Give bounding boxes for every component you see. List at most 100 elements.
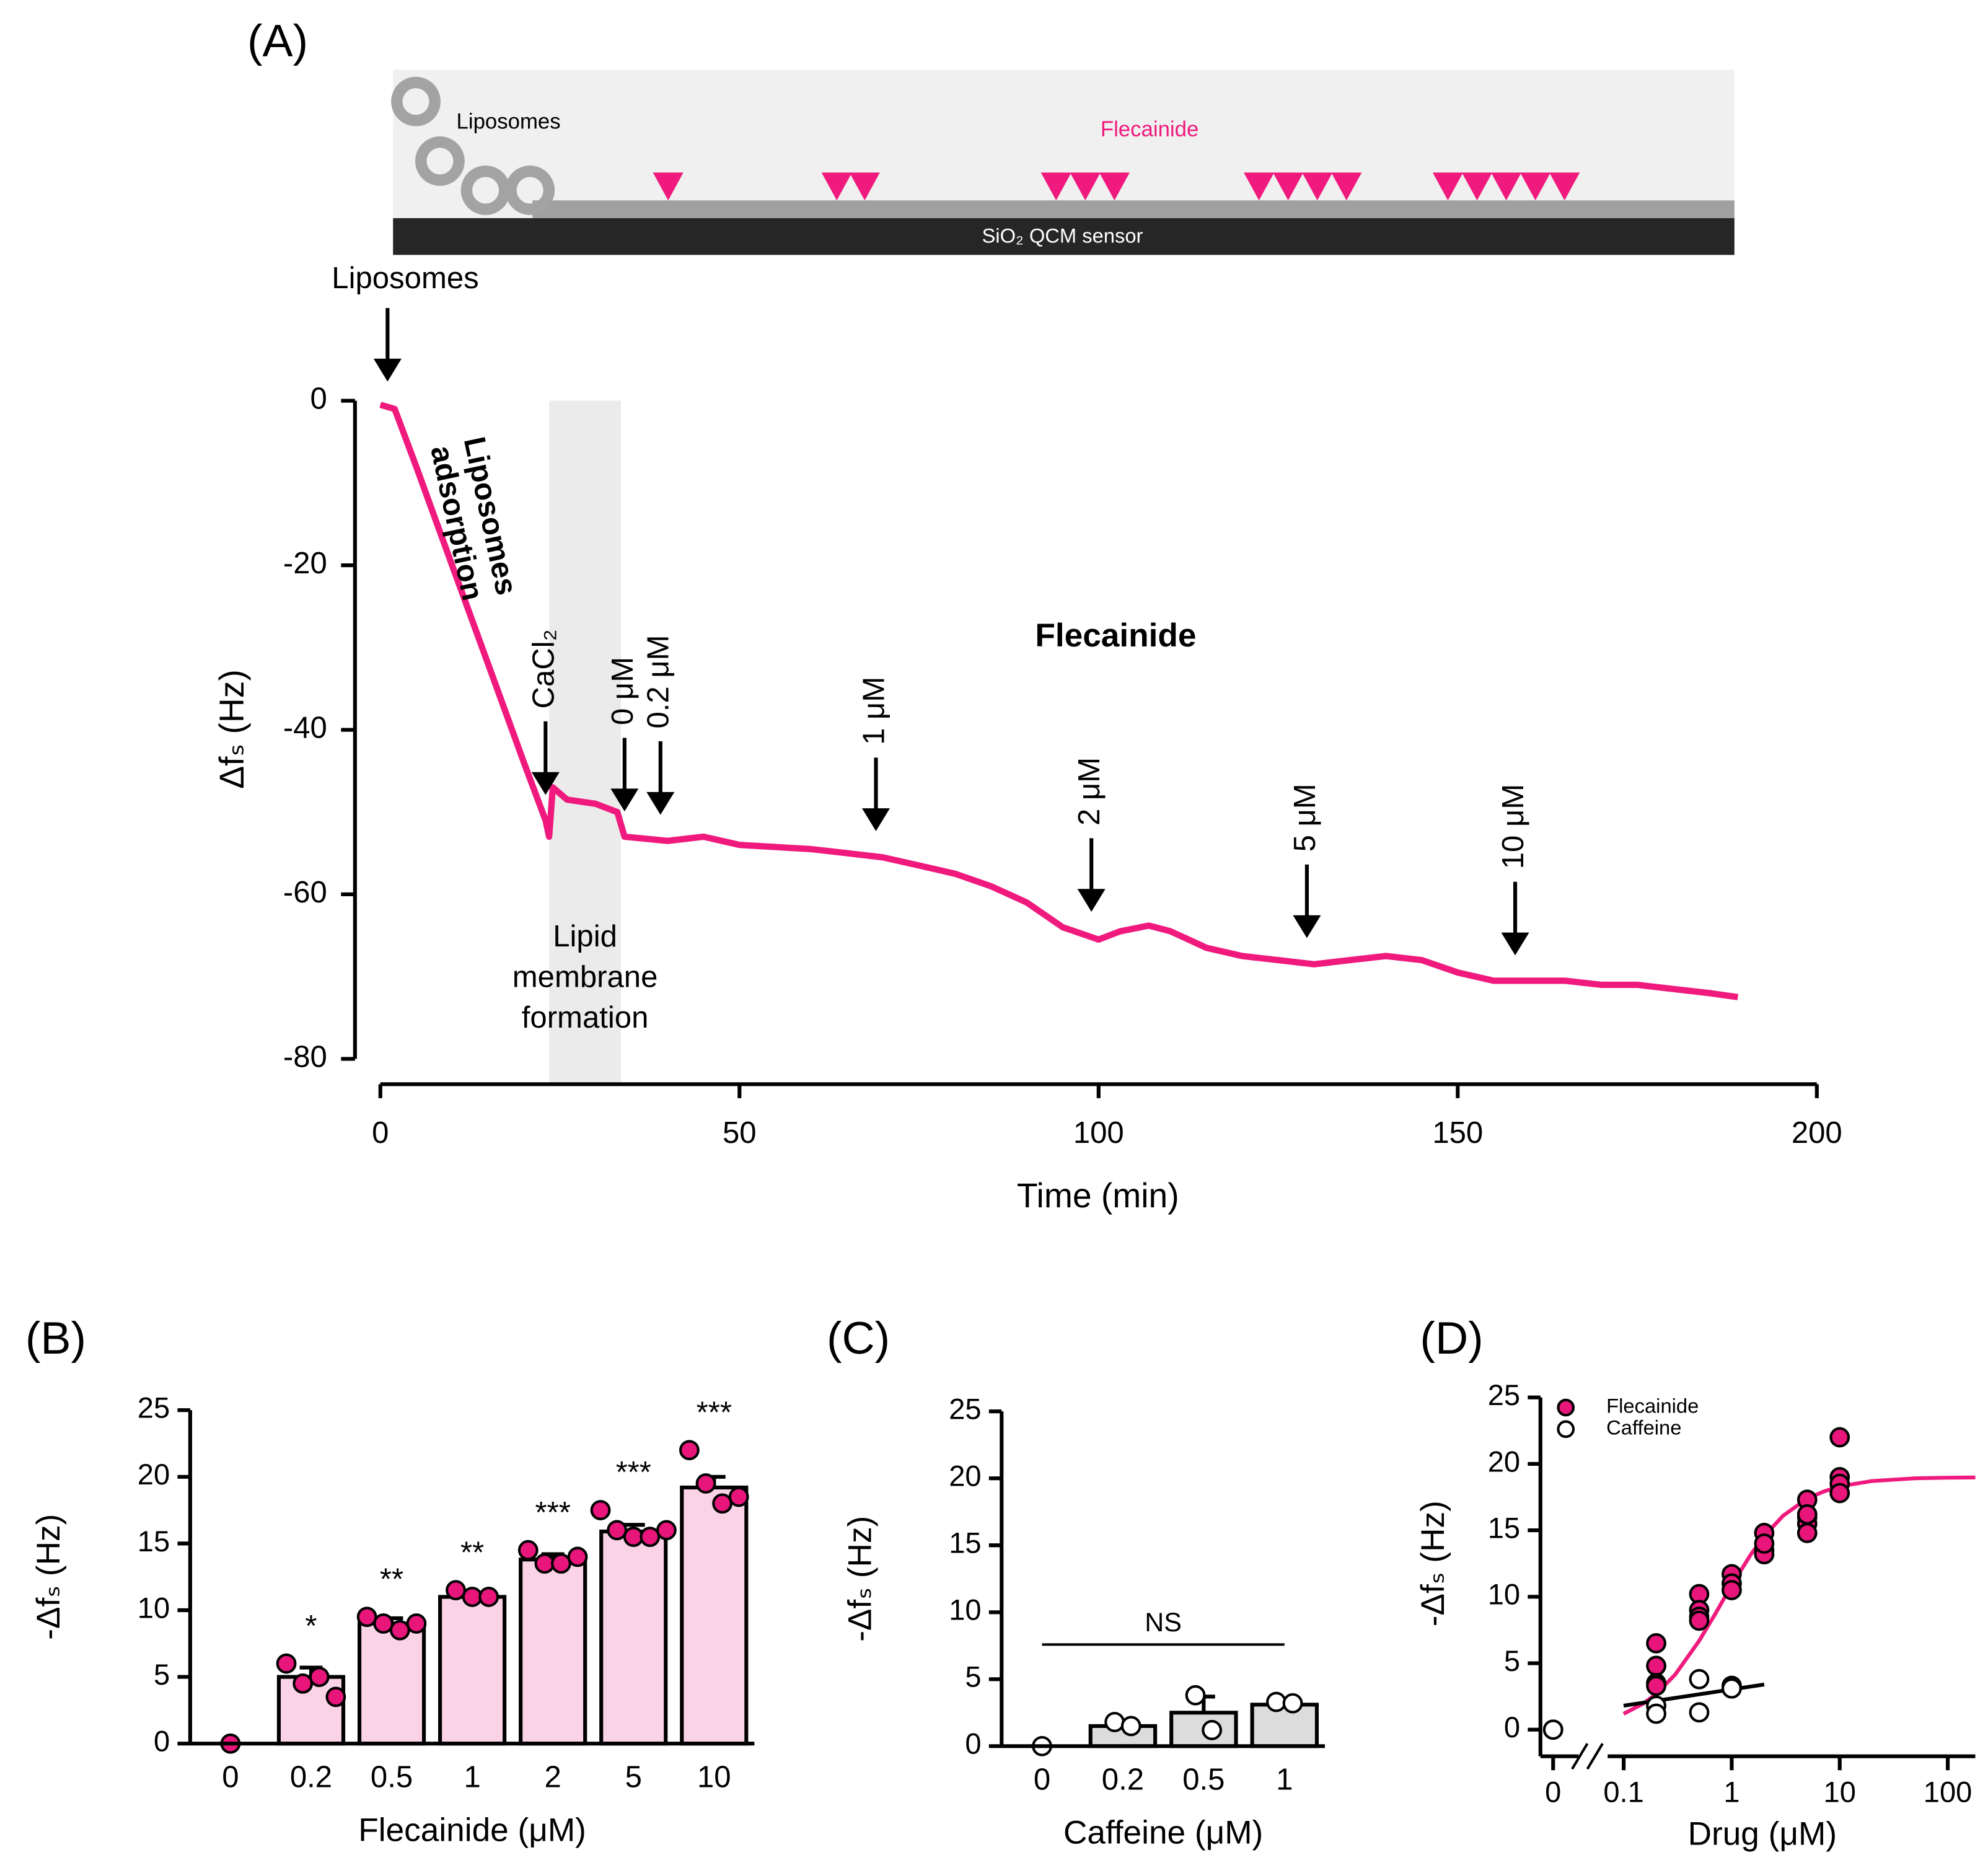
drug-molecules	[653, 172, 1580, 201]
bar	[519, 1558, 587, 1746]
x-axis-label: Drug (μM)	[1688, 1816, 1837, 1853]
data-point	[1689, 1668, 1710, 1690]
y-tick-label: 0	[965, 1727, 981, 1760]
data-point	[679, 1440, 700, 1461]
arrow-head	[1077, 889, 1106, 912]
trace	[379, 402, 1739, 1000]
schematic-background	[393, 69, 1735, 220]
data-point	[1829, 1427, 1850, 1448]
y-tick-label: 10	[138, 1591, 170, 1624]
data-point	[1754, 1533, 1775, 1554]
x-tick-label: 1	[1276, 1763, 1293, 1797]
y-tick-label: 10	[949, 1593, 981, 1626]
annotation: 0 μM	[606, 657, 640, 725]
arrow-head	[646, 791, 675, 815]
x-tick-label: 150	[1432, 1116, 1483, 1150]
y-tick-label: 25	[138, 1391, 170, 1424]
panel-label: (C)	[827, 1312, 890, 1364]
data-point	[356, 1606, 377, 1628]
x-tick-label: 0.1	[1603, 1775, 1643, 1808]
data-point	[712, 1493, 732, 1514]
liposome	[460, 165, 511, 215]
series-label: Flecainide	[1035, 617, 1196, 654]
data-point	[1689, 1610, 1710, 1631]
y-tick-label: 20	[138, 1458, 170, 1491]
y-tick-label: 25	[949, 1393, 981, 1426]
arrow-head	[531, 772, 560, 795]
y-tick-label: 0	[310, 382, 327, 416]
y-tick-label: 20	[949, 1460, 981, 1492]
x-tick-label: 100	[1924, 1775, 1973, 1808]
data-point	[446, 1580, 466, 1601]
data-point	[309, 1667, 330, 1687]
x-axis-label: Flecainide (μM)	[358, 1812, 586, 1848]
data-point	[292, 1673, 314, 1694]
significance: **	[460, 1536, 484, 1569]
annotation: 10 μM	[1497, 784, 1530, 869]
liposome	[391, 76, 441, 126]
data-point	[389, 1620, 410, 1641]
x-tick-label: 50	[723, 1116, 757, 1150]
significance: ***	[616, 1456, 651, 1489]
y-tick-label: 0	[154, 1725, 170, 1758]
arrow-head	[1501, 932, 1529, 956]
data-point	[1797, 1523, 1818, 1543]
axis-break	[1586, 1743, 1604, 1770]
y-axis-label: -Δfₛ (Hz)	[30, 1514, 67, 1640]
x-tick-label: 0	[1034, 1763, 1050, 1797]
annotation: 5 μM	[1288, 783, 1322, 852]
shade-label: membrane	[512, 961, 658, 994]
y-tick-label: 15	[138, 1525, 170, 1558]
sensor-label: SiO₂ QCM sensor	[982, 224, 1143, 247]
y-tick-label: 5	[965, 1660, 981, 1693]
x-tick-label: 1	[464, 1760, 480, 1794]
schematic: Liposomes Flecainide SiO₂ QCM sensor	[391, 69, 1735, 255]
annotation: Liposomes	[332, 262, 478, 295]
shaded-region	[549, 400, 622, 1085]
x-tick-label: 1	[1723, 1775, 1740, 1808]
y-axis-label: -Δfₛ (Hz)	[842, 1516, 878, 1642]
bracket-label: NS	[1145, 1608, 1182, 1637]
legend-marker	[1557, 1398, 1575, 1417]
annotation: 1 μM	[857, 677, 891, 745]
x-tick-label: 10	[1824, 1775, 1856, 1808]
x-tick-label: 10	[697, 1760, 731, 1794]
legend-marker	[1557, 1420, 1575, 1439]
bar	[357, 1621, 426, 1746]
panel-label: (B)	[25, 1312, 86, 1364]
x-tick-label: 0.5	[1182, 1763, 1225, 1797]
data-point	[1542, 1719, 1564, 1740]
liposomes	[391, 76, 555, 215]
x-axis-label: Caffeine (μM)	[1063, 1815, 1263, 1851]
data-point	[590, 1500, 611, 1520]
annotation: 2 μM	[1073, 757, 1106, 826]
lipid-membrane	[532, 200, 1735, 218]
x-tick-label: 0.5	[371, 1760, 413, 1794]
arrow-head	[373, 358, 402, 382]
data-point	[462, 1587, 483, 1607]
bar	[438, 1595, 507, 1746]
data-point	[1266, 1691, 1286, 1712]
data-point	[534, 1553, 555, 1574]
bar	[680, 1485, 749, 1746]
data-point	[1282, 1693, 1303, 1714]
data-point	[325, 1686, 346, 1708]
data-point	[1797, 1504, 1818, 1525]
data-point	[1722, 1580, 1742, 1600]
data-point	[1646, 1703, 1666, 1724]
liposome	[415, 136, 465, 186]
y-tick-label: 15	[1488, 1512, 1520, 1545]
data-point	[1202, 1720, 1223, 1740]
drug-triangles	[653, 172, 1580, 201]
data-point	[1646, 1675, 1666, 1696]
significance: ***	[697, 1396, 732, 1429]
axis-break	[1571, 1743, 1589, 1770]
liposome	[505, 165, 555, 215]
data-point	[1120, 1716, 1141, 1737]
data-point	[567, 1546, 588, 1567]
y-tick-label: 25	[1488, 1378, 1520, 1411]
liposomes-label: Liposomes	[457, 110, 561, 134]
bar	[599, 1529, 668, 1746]
data-point	[1646, 1655, 1666, 1677]
